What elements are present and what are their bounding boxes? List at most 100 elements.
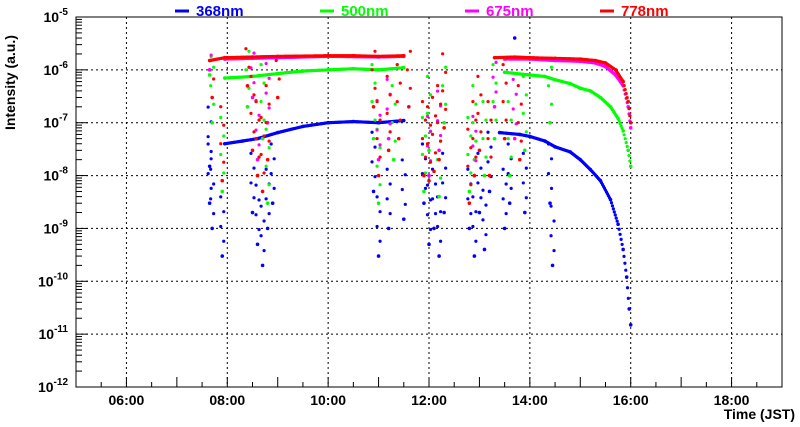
data-point xyxy=(627,107,631,111)
data-point xyxy=(441,89,445,93)
data-point xyxy=(516,84,520,88)
data-point xyxy=(219,142,223,146)
data-point xyxy=(617,119,621,123)
data-point xyxy=(438,139,443,143)
y-axis-title: Intensity (a.u.) xyxy=(2,35,18,130)
data-point xyxy=(624,92,628,96)
data-point xyxy=(249,181,253,185)
data-point xyxy=(386,226,391,231)
data-point xyxy=(549,157,554,161)
data-point xyxy=(373,49,377,53)
data-point xyxy=(262,134,266,138)
data-point xyxy=(616,222,620,227)
data-point xyxy=(269,142,273,146)
data-point xyxy=(262,219,266,223)
data-point xyxy=(628,126,633,130)
data-point xyxy=(376,254,381,258)
data-point xyxy=(524,93,528,97)
data-point xyxy=(546,142,551,146)
data-point xyxy=(625,144,629,149)
data-point xyxy=(385,197,389,201)
data-point xyxy=(444,102,448,106)
data-point xyxy=(245,105,250,109)
data-point xyxy=(401,118,406,123)
data-point xyxy=(375,164,379,168)
data-point xyxy=(378,239,382,243)
data-point xyxy=(260,189,265,194)
data-point xyxy=(548,201,552,206)
data-point xyxy=(487,189,492,194)
data-point xyxy=(469,183,473,187)
data-point xyxy=(627,307,632,311)
data-point xyxy=(471,224,475,229)
data-point xyxy=(481,188,485,192)
data-point xyxy=(275,95,280,100)
data-point xyxy=(371,189,376,194)
data-point xyxy=(474,118,478,122)
data-point xyxy=(620,242,624,247)
data-point xyxy=(509,118,513,122)
data-point xyxy=(393,139,397,143)
data-point xyxy=(403,173,407,177)
data-point xyxy=(471,114,475,118)
data-point xyxy=(523,148,527,153)
data-point xyxy=(524,130,528,134)
data-point xyxy=(491,100,495,104)
y-tick-base: 10 xyxy=(38,379,54,395)
data-point xyxy=(438,239,443,243)
data-point xyxy=(393,102,397,106)
data-point xyxy=(494,90,498,94)
data-point xyxy=(385,111,389,115)
data-point xyxy=(206,135,210,139)
data-point xyxy=(252,51,256,55)
data-point xyxy=(400,187,404,192)
legend-item-368nm: 368nm xyxy=(175,3,244,20)
y-tick-exponent: -12 xyxy=(54,377,69,388)
data-point xyxy=(494,81,498,85)
y-tick-label: 10-7 xyxy=(44,113,69,131)
data-point xyxy=(504,118,508,122)
data-point xyxy=(259,152,263,157)
data-point xyxy=(433,151,438,155)
data-point xyxy=(511,107,515,111)
data-point xyxy=(479,166,483,170)
data-point xyxy=(469,134,473,138)
data-point xyxy=(477,148,482,153)
data-point xyxy=(509,186,513,191)
data-point xyxy=(441,84,445,88)
data-point xyxy=(270,201,275,206)
data-point xyxy=(524,196,528,200)
data-point xyxy=(373,118,377,122)
data-point xyxy=(628,164,633,169)
data-point xyxy=(257,118,261,122)
data-point xyxy=(484,233,488,237)
data-point xyxy=(408,49,412,53)
data-point xyxy=(259,100,263,104)
data-point xyxy=(474,139,478,143)
data-point xyxy=(247,49,251,53)
x-tick-label: 18:00 xyxy=(714,392,750,408)
data-point xyxy=(267,106,271,110)
data-point xyxy=(494,60,498,65)
data-point xyxy=(209,84,213,88)
data-point xyxy=(492,105,497,109)
data-point xyxy=(523,210,527,215)
y-tick-base: 10 xyxy=(44,115,60,131)
x-tick-label: 10:00 xyxy=(310,392,346,408)
data-point xyxy=(442,126,446,130)
data-point xyxy=(474,239,478,243)
legend-item-500nm: 500nm xyxy=(320,3,389,20)
data-point xyxy=(625,286,630,290)
data-point xyxy=(624,140,628,145)
data-point xyxy=(608,197,613,202)
data-point xyxy=(467,226,472,231)
data-point xyxy=(209,58,213,63)
data-point xyxy=(391,157,396,162)
data-point xyxy=(438,176,443,180)
data-point xyxy=(254,213,258,217)
data-point xyxy=(511,77,515,82)
data-point xyxy=(484,203,488,207)
data-point xyxy=(220,189,225,194)
data-point xyxy=(209,53,213,57)
data-point xyxy=(549,102,554,106)
